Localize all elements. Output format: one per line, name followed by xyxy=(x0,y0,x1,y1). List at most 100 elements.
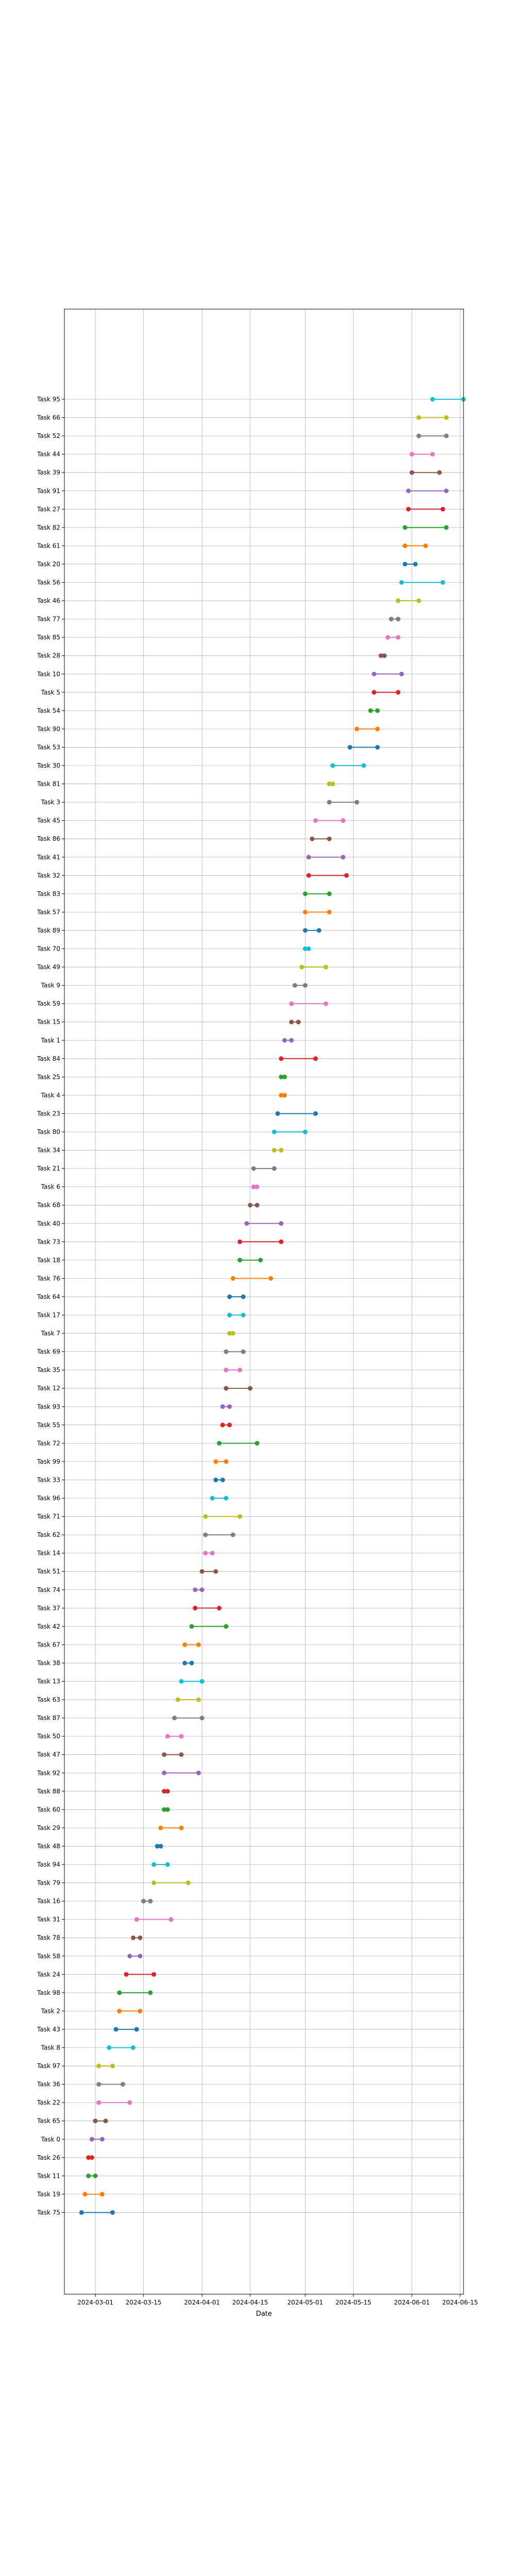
task-end-point xyxy=(396,617,401,622)
y-tick-label: Task 79 xyxy=(37,1879,60,1887)
task-start-point xyxy=(162,1752,167,1757)
task-end-point xyxy=(306,946,311,951)
y-tick-label: Task 77 xyxy=(37,616,60,623)
task-start-point xyxy=(272,1129,277,1134)
y-tick-label: Task 28 xyxy=(37,652,60,659)
y-tick-label: Task 72 xyxy=(37,1439,60,1447)
task-start-point xyxy=(203,1514,208,1519)
y-tick-label: Task 42 xyxy=(37,1623,60,1630)
task-end-point xyxy=(282,1093,287,1098)
task-end-point xyxy=(258,1258,263,1263)
task-start-point xyxy=(227,1294,232,1299)
y-tick-label: Task 40 xyxy=(37,1220,60,1227)
task-start-point xyxy=(134,1917,139,1922)
x-tick-label: 2024-06-15 xyxy=(442,2299,478,2306)
task-start-point xyxy=(379,653,384,658)
task-end-point xyxy=(254,1202,260,1208)
task-start-point xyxy=(96,2063,101,2069)
y-tick-label: Task 2 xyxy=(41,2007,60,2014)
task-end-point xyxy=(148,1990,153,1995)
task-end-point xyxy=(241,1349,246,1354)
task-end-point xyxy=(110,2210,115,2215)
task-start-point xyxy=(213,1459,218,1464)
task-end-point xyxy=(196,1642,201,1647)
task-end-point xyxy=(121,2082,126,2087)
task-end-point xyxy=(413,562,418,567)
task-start-point xyxy=(251,1166,256,1171)
task-end-point xyxy=(375,708,380,713)
y-tick-label: Task 14 xyxy=(37,1550,60,1557)
y-tick-label: Task 75 xyxy=(37,2209,60,2216)
task-start-point xyxy=(154,1843,160,1849)
task-start-point xyxy=(409,452,415,457)
y-tick-label: Task 5 xyxy=(41,689,60,696)
y-tick-label: Task 11 xyxy=(37,2172,60,2179)
y-tick-label: Task 27 xyxy=(37,505,60,513)
y-tick-label: Task 48 xyxy=(37,1842,60,1850)
y-tick-label: Task 33 xyxy=(37,1476,60,1483)
task-start-point xyxy=(306,873,311,878)
y-tick-label: Task 58 xyxy=(37,1953,60,1960)
task-start-point xyxy=(310,836,315,841)
task-start-point xyxy=(113,2027,118,2032)
task-end-point xyxy=(237,1367,243,1372)
task-start-point xyxy=(396,598,401,603)
task-start-point xyxy=(368,708,373,713)
y-tick-label: Task 34 xyxy=(37,1147,60,1154)
y-tick-label: Task 65 xyxy=(37,2117,60,2125)
x-axis-label: Date xyxy=(256,2310,272,2318)
task-start-point xyxy=(213,1477,218,1482)
y-tick-label: Task 71 xyxy=(37,1513,60,1520)
task-end-point xyxy=(437,470,442,475)
task-end-point xyxy=(296,1020,301,1025)
y-tick-label: Task 24 xyxy=(37,1971,60,1978)
task-marks xyxy=(79,397,466,2215)
task-end-point xyxy=(179,1825,184,1831)
task-start-point xyxy=(210,1496,215,1501)
task-start-point xyxy=(96,2100,101,2105)
x-tick-label: 2024-06-01 xyxy=(394,2299,430,2306)
y-tick-label: Task 70 xyxy=(37,945,60,953)
task-start-point xyxy=(399,580,404,585)
task-end-point xyxy=(127,2100,132,2105)
y-tick-label: Task 51 xyxy=(37,1568,60,1575)
grid-lines xyxy=(64,309,464,2294)
task-end-point xyxy=(148,1899,153,1904)
y-tick-label: Task 86 xyxy=(37,835,60,842)
task-start-point xyxy=(416,433,421,438)
y-tick-label: Task 98 xyxy=(37,1989,60,1996)
task-start-point xyxy=(289,1020,294,1025)
task-start-point xyxy=(303,891,308,896)
task-end-point xyxy=(313,1056,318,1061)
y-tick-label: Task 21 xyxy=(37,1165,60,1172)
task-end-point xyxy=(327,836,332,841)
task-end-point xyxy=(186,1880,191,1886)
y-tick-label: Task 46 xyxy=(37,597,60,604)
task-end-point xyxy=(210,1551,215,1556)
task-start-point xyxy=(162,1807,167,1812)
task-end-point xyxy=(327,909,332,914)
task-start-point xyxy=(330,763,335,768)
task-end-point xyxy=(399,671,404,676)
task-start-point xyxy=(303,946,308,951)
x-tick-label: 2024-05-15 xyxy=(335,2299,371,2306)
task-start-point xyxy=(224,1367,229,1372)
task-end-point xyxy=(158,1843,163,1849)
task-start-point xyxy=(402,543,407,548)
y-tick-label: Task 67 xyxy=(37,1641,60,1648)
task-start-point xyxy=(151,1880,157,1886)
task-start-point xyxy=(275,1111,280,1116)
task-end-point xyxy=(313,1111,318,1116)
y-tick-label: Task 4 xyxy=(41,1092,60,1099)
task-start-point xyxy=(303,909,308,914)
y-tick-label: Task 89 xyxy=(37,927,60,934)
task-end-point xyxy=(199,1679,204,1684)
y-tick-label: Task 1 xyxy=(41,1037,60,1044)
task-start-point xyxy=(244,1221,249,1226)
task-end-point xyxy=(165,1807,170,1812)
task-end-point xyxy=(241,1313,246,1317)
task-start-point xyxy=(79,2210,84,2215)
task-start-point xyxy=(230,1276,235,1281)
y-tick-label: Task 35 xyxy=(37,1366,60,1374)
y-tick-label: Task 30 xyxy=(37,762,60,769)
